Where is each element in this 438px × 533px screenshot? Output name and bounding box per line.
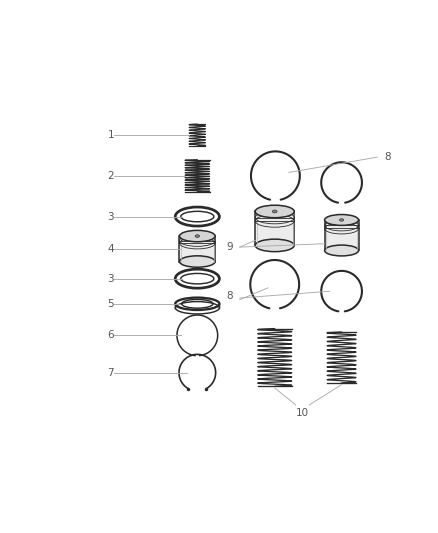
Ellipse shape <box>255 239 294 252</box>
Ellipse shape <box>180 256 215 267</box>
Text: 8: 8 <box>384 152 391 162</box>
Text: 3: 3 <box>107 212 114 222</box>
Bar <box>325 220 359 251</box>
Text: 6: 6 <box>107 330 114 341</box>
Bar <box>180 236 215 262</box>
Text: 1: 1 <box>107 130 114 140</box>
Text: 7: 7 <box>107 368 114 378</box>
Text: 2: 2 <box>107 171 114 181</box>
Ellipse shape <box>255 205 294 217</box>
Text: 4: 4 <box>107 244 114 254</box>
Text: 10: 10 <box>296 408 309 418</box>
Ellipse shape <box>325 214 359 225</box>
Bar <box>255 212 294 245</box>
Ellipse shape <box>195 235 199 237</box>
Text: 8: 8 <box>226 292 233 301</box>
Text: 3: 3 <box>107 273 114 284</box>
Ellipse shape <box>272 210 277 213</box>
Text: 9: 9 <box>226 242 233 252</box>
Ellipse shape <box>180 230 215 242</box>
Ellipse shape <box>339 219 344 221</box>
Text: 5: 5 <box>107 299 114 309</box>
Ellipse shape <box>325 245 359 256</box>
